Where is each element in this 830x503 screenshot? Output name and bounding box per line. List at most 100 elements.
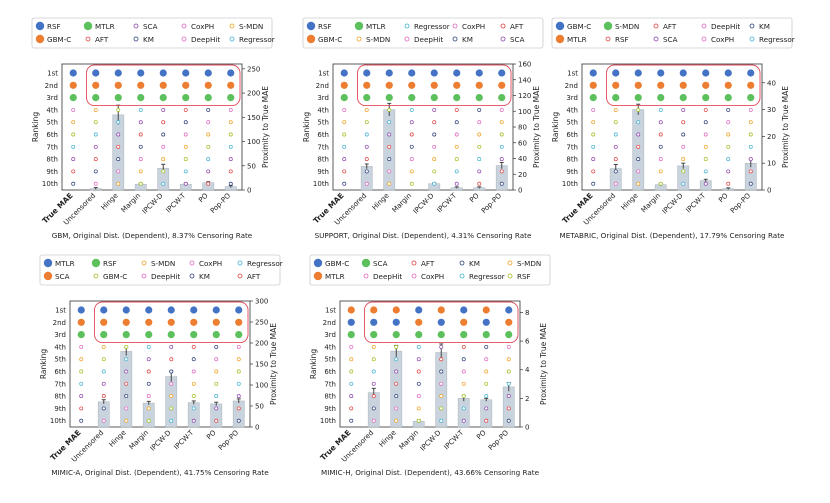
- rank-dot-filled: [92, 81, 100, 89]
- rank-dot-open: [214, 381, 219, 386]
- rank-dot-open: [703, 120, 708, 125]
- legend-label: GBM-C: [47, 35, 71, 44]
- legend-marker: [237, 273, 243, 279]
- rank-dot-open: [439, 344, 444, 349]
- y2-axis-label: Proximity to True MAE: [532, 86, 541, 168]
- rank-dot-filled: [634, 94, 642, 102]
- legend-label: MTLR: [366, 22, 386, 31]
- rank-dot-open: [484, 344, 489, 349]
- rank-dot-open: [703, 132, 708, 137]
- rank-dot-filled: [482, 318, 490, 326]
- rank-dot-open: [484, 357, 489, 362]
- rank-dot-open: [477, 181, 482, 186]
- rank-dot-open: [183, 181, 188, 186]
- plot-frame: [69, 300, 251, 428]
- rank-dot-open: [726, 181, 731, 186]
- legend-marker: [404, 23, 410, 29]
- rank-dot-open: [138, 107, 143, 112]
- rank-dot-open: [461, 381, 466, 386]
- rank-dot-open: [461, 394, 466, 399]
- y2-axis-label: Proximity to True MAE: [781, 86, 790, 168]
- rank-dot-filled: [498, 81, 506, 89]
- legend-label: CoxPH: [462, 22, 485, 31]
- rank-dot-open: [214, 369, 219, 374]
- y2-tick-label: 20: [518, 171, 527, 179]
- legend-marker: [356, 36, 362, 42]
- rank-dot-open: [124, 381, 129, 386]
- rank-dot-open: [726, 120, 731, 125]
- rank-dot-open: [206, 157, 211, 162]
- legend-label: KM: [462, 35, 473, 44]
- rank-dot-filled: [69, 94, 77, 102]
- y2-tick-label: 20: [767, 133, 776, 141]
- bar: [120, 351, 133, 428]
- rank-dot-open: [79, 406, 84, 411]
- y2-tick-label: 60: [518, 139, 527, 147]
- plot-frame: [61, 63, 243, 191]
- rank-dot-open: [191, 357, 196, 362]
- rank-dot-filled: [137, 69, 145, 77]
- y2-tick-label: 100: [255, 382, 268, 390]
- legend-marker: [83, 21, 93, 31]
- rank-dot-filled: [347, 318, 355, 326]
- rank-tick-label: 10th: [50, 417, 66, 425]
- y2-tick-label: 100: [518, 108, 531, 116]
- legend-label: DeepHit: [414, 35, 443, 44]
- rank-dot-open: [636, 120, 641, 125]
- rank-dot-filled: [92, 94, 100, 102]
- rank-dot-filled: [453, 81, 461, 89]
- rank-dot-open: [658, 107, 663, 112]
- rank-dot-open: [342, 120, 347, 125]
- legend: RSF MTLR SCA CoxPH S-MDN GBM-C AFT KM DeepHit Reg…: [31, 17, 275, 49]
- legend-marker: [35, 21, 45, 31]
- rank-dot-open: [416, 381, 421, 386]
- rank-tick-label: 6th: [566, 131, 578, 139]
- legend-marker: [411, 273, 417, 279]
- rank-dot-filled: [385, 94, 393, 102]
- rank-dot-open: [206, 107, 211, 112]
- rank-dot-open: [349, 369, 354, 374]
- plot-frame: [332, 63, 514, 191]
- rank-dot-filled: [482, 331, 490, 339]
- x-tick-label: PO: [205, 428, 218, 441]
- rank-dot-open: [364, 144, 369, 149]
- rank-dot-open: [371, 369, 376, 374]
- rank-dot-open: [748, 181, 753, 186]
- legend-marker: [141, 273, 147, 279]
- rank-dot-filled: [340, 94, 348, 102]
- rank-dot-open: [499, 157, 504, 162]
- rank-dot-open: [161, 144, 166, 149]
- rank-dot-open: [371, 406, 376, 411]
- rank-tick-label: 8th: [324, 393, 336, 401]
- rank-dot-open: [101, 406, 106, 411]
- y2-tick-label: 250: [247, 65, 260, 73]
- legend-marker: [43, 258, 53, 268]
- rank-dot-open: [349, 418, 354, 423]
- rank-dot-open: [454, 169, 459, 174]
- rank-dot-filled: [100, 306, 108, 314]
- rank-dot-filled: [408, 94, 416, 102]
- rank-tick-label: 3rd: [46, 94, 58, 102]
- rank-dot-open: [206, 132, 211, 137]
- legend-marker: [500, 23, 506, 29]
- rank-tick-label: 8th: [46, 156, 58, 164]
- rank-dot-open: [394, 406, 399, 411]
- rank-dot-open: [214, 357, 219, 362]
- rank-tick-label: 7th: [566, 143, 578, 151]
- rank-dot-open: [371, 344, 376, 349]
- rank-dot-filled: [589, 69, 597, 77]
- rank-tick-label: 10th: [562, 180, 578, 188]
- legend-label: DeepHit: [711, 22, 740, 31]
- rank-dot-open: [439, 369, 444, 374]
- y2-axis-label: Proximity to True MAE: [261, 86, 270, 168]
- rank-dot-open: [416, 418, 421, 423]
- plot-frame: [581, 63, 763, 191]
- rank-dot-open: [79, 381, 84, 386]
- rank-dot-open: [138, 157, 143, 162]
- rank-dot-open: [206, 120, 211, 125]
- y2-tick-label: 0: [767, 187, 771, 195]
- legend-marker: [43, 271, 53, 281]
- rank-dot-open: [591, 181, 596, 186]
- rank-dot-open: [236, 381, 241, 386]
- rank-dot-filled: [702, 69, 710, 77]
